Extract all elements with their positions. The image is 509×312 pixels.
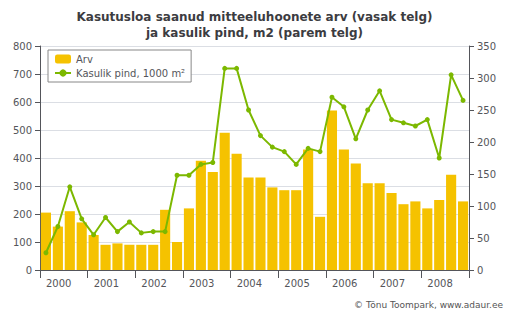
svg-text:Kasutusloa saanud mitteeluhoon: Kasutusloa saanud mitteeluhoonete arv (v…	[77, 10, 433, 24]
svg-text:2002: 2002	[141, 278, 166, 289]
svg-text:ja kasulik pind, m2 (parem tel: ja kasulik pind, m2 (parem telg)	[145, 26, 363, 40]
svg-text:0: 0	[477, 265, 483, 276]
svg-text:700: 700	[13, 69, 32, 80]
svg-text:800: 800	[13, 41, 32, 52]
svg-text:50: 50	[477, 233, 490, 244]
svg-text:200: 200	[13, 209, 32, 220]
svg-text:Arv: Arv	[76, 54, 93, 65]
svg-text:100: 100	[477, 201, 496, 212]
svg-text:300: 300	[13, 181, 32, 192]
svg-text:0: 0	[26, 265, 32, 276]
svg-text:600: 600	[13, 97, 32, 108]
svg-text:100: 100	[13, 237, 32, 248]
svg-text:© Tõnu Toompark, www.adaur.ee: © Tõnu Toompark, www.adaur.ee	[354, 300, 503, 310]
svg-text:150: 150	[477, 169, 496, 180]
svg-text:350: 350	[477, 41, 496, 52]
svg-text:2001: 2001	[94, 278, 119, 289]
svg-text:300: 300	[477, 73, 496, 84]
svg-text:400: 400	[13, 153, 32, 164]
svg-text:2003: 2003	[189, 278, 214, 289]
svg-text:200: 200	[477, 137, 496, 148]
svg-text:2007: 2007	[380, 278, 405, 289]
svg-text:2004: 2004	[237, 278, 262, 289]
svg-text:2000: 2000	[46, 278, 71, 289]
svg-text:Kasulik pind, 1000 m²: Kasulik pind, 1000 m²	[76, 68, 185, 79]
svg-text:500: 500	[13, 125, 32, 136]
svg-text:2005: 2005	[284, 278, 309, 289]
svg-text:2008: 2008	[427, 278, 452, 289]
svg-text:2006: 2006	[332, 278, 357, 289]
svg-text:250: 250	[477, 105, 496, 116]
